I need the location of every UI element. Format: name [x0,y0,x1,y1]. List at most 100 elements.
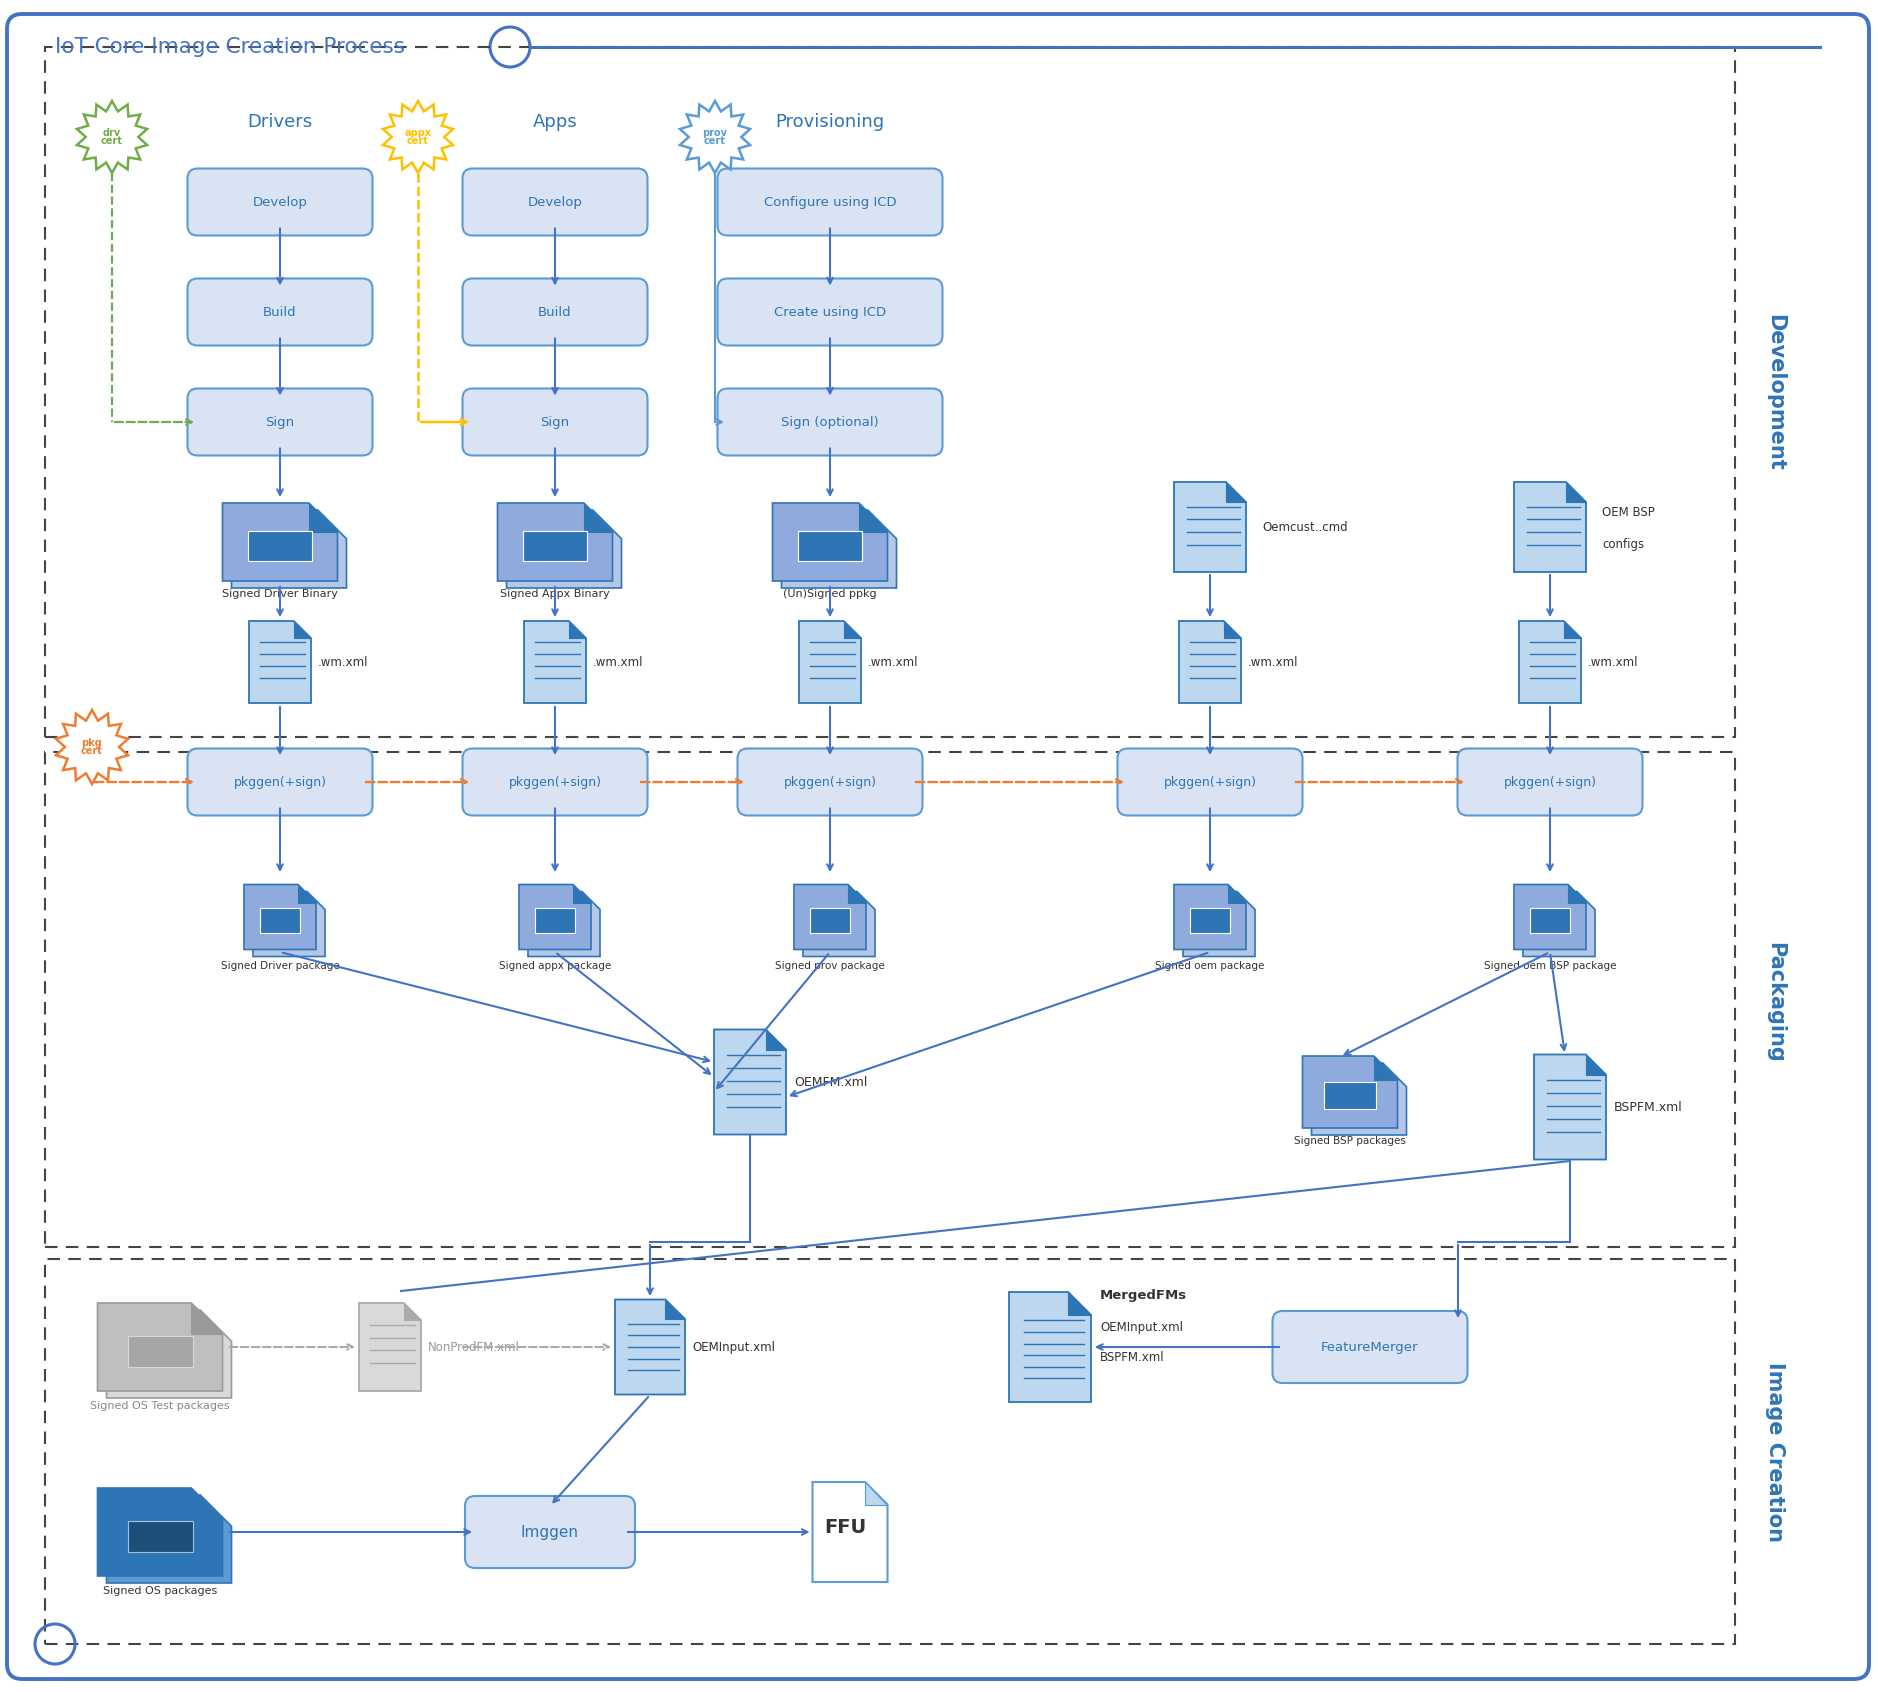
Text: Signed BSP packages: Signed BSP packages [1294,1135,1407,1145]
Text: FFU: FFU [824,1518,866,1536]
Text: OEM BSP: OEM BSP [1602,506,1655,518]
Text: Signed OS packages: Signed OS packages [103,1585,218,1596]
Polygon shape [507,509,622,589]
Text: IoT Core Image Creation Process: IoT Core Image Creation Process [54,37,406,58]
Polygon shape [849,885,866,902]
Polygon shape [1228,885,1245,902]
Text: (Un)Signed ppkg: (Un)Signed ppkg [783,589,877,599]
Polygon shape [293,621,312,638]
Text: cert: cert [408,137,428,146]
Polygon shape [308,503,338,531]
Text: cert: cert [101,137,122,146]
Polygon shape [231,509,347,589]
FancyBboxPatch shape [717,389,943,455]
Text: Signed Driver Binary: Signed Driver Binary [222,589,338,599]
FancyBboxPatch shape [462,279,648,345]
Polygon shape [804,892,875,956]
FancyBboxPatch shape [738,748,922,816]
Text: cert: cert [81,746,103,756]
FancyBboxPatch shape [188,748,372,816]
Polygon shape [524,621,586,702]
FancyBboxPatch shape [717,169,943,235]
Polygon shape [1174,885,1245,949]
Polygon shape [56,711,128,783]
Polygon shape [192,1487,222,1519]
Polygon shape [1183,892,1255,956]
Polygon shape [222,503,338,580]
Text: appx: appx [404,129,432,137]
Bar [45,47,1735,738]
Polygon shape [1514,482,1587,572]
Bar [45,1259,1735,1645]
Polygon shape [528,892,599,956]
Text: .wm.xml: .wm.xml [868,655,918,668]
Text: pkggen(+sign): pkggen(+sign) [783,775,877,788]
Text: pkggen(+sign): pkggen(+sign) [1504,775,1596,788]
Polygon shape [813,1482,888,1582]
Polygon shape [299,885,316,902]
FancyBboxPatch shape [798,531,862,560]
FancyBboxPatch shape [462,389,648,455]
Polygon shape [77,102,146,173]
FancyBboxPatch shape [462,748,648,816]
Text: Signed Driver package: Signed Driver package [220,961,340,971]
Polygon shape [781,509,896,589]
Polygon shape [244,885,316,949]
Polygon shape [843,621,860,638]
Polygon shape [794,885,866,949]
Polygon shape [1311,1063,1407,1135]
FancyBboxPatch shape [188,389,372,455]
Text: BSPFM.xml: BSPFM.xml [1101,1350,1164,1364]
Polygon shape [107,1496,231,1584]
FancyBboxPatch shape [248,531,312,560]
FancyBboxPatch shape [261,909,300,932]
Polygon shape [498,503,612,580]
Polygon shape [1566,482,1587,503]
Polygon shape [584,503,612,531]
Text: Signed Appx Binary: Signed Appx Binary [500,589,610,599]
Text: Packaging: Packaging [1765,942,1784,1063]
Text: configs: configs [1602,538,1643,550]
Text: FeatureMerger: FeatureMerger [1322,1340,1418,1354]
Polygon shape [798,621,860,702]
Text: prov: prov [702,129,727,137]
FancyBboxPatch shape [188,169,372,235]
Text: drv: drv [103,129,120,137]
Polygon shape [1303,1056,1397,1129]
Polygon shape [1373,1056,1397,1079]
Polygon shape [250,621,312,702]
Polygon shape [98,1487,222,1575]
Polygon shape [107,1310,231,1398]
Text: Configure using ICD: Configure using ICD [764,196,896,208]
Text: .wm.xml: .wm.xml [1589,655,1638,668]
Text: Develop: Develop [252,196,308,208]
Text: OEMInput.xml: OEMInput.xml [691,1340,776,1354]
Text: .wm.xml: .wm.xml [593,655,644,668]
Text: Create using ICD: Create using ICD [774,306,886,318]
Polygon shape [614,1299,685,1394]
Text: Sign: Sign [265,416,295,428]
Polygon shape [680,102,749,173]
FancyBboxPatch shape [1324,1081,1377,1110]
Polygon shape [1564,621,1581,638]
Polygon shape [766,1029,787,1049]
Polygon shape [1224,621,1241,638]
Text: Signed oem package: Signed oem package [1155,961,1264,971]
FancyBboxPatch shape [1117,748,1303,816]
Text: pkggen(+sign): pkggen(+sign) [509,775,601,788]
Polygon shape [192,1303,222,1335]
Text: Signed appx package: Signed appx package [500,961,610,971]
Text: pkggen(+sign): pkggen(+sign) [233,775,327,788]
Polygon shape [1179,621,1241,702]
Polygon shape [714,1029,787,1135]
FancyBboxPatch shape [809,909,851,932]
Text: Imggen: Imggen [520,1524,578,1540]
Text: Sign (optional): Sign (optional) [781,416,879,428]
Polygon shape [383,102,453,173]
Polygon shape [1069,1293,1091,1315]
Polygon shape [573,885,592,902]
Polygon shape [866,1482,888,1504]
FancyBboxPatch shape [128,1335,193,1367]
Text: pkg: pkg [81,738,103,748]
Text: Sign: Sign [541,416,569,428]
